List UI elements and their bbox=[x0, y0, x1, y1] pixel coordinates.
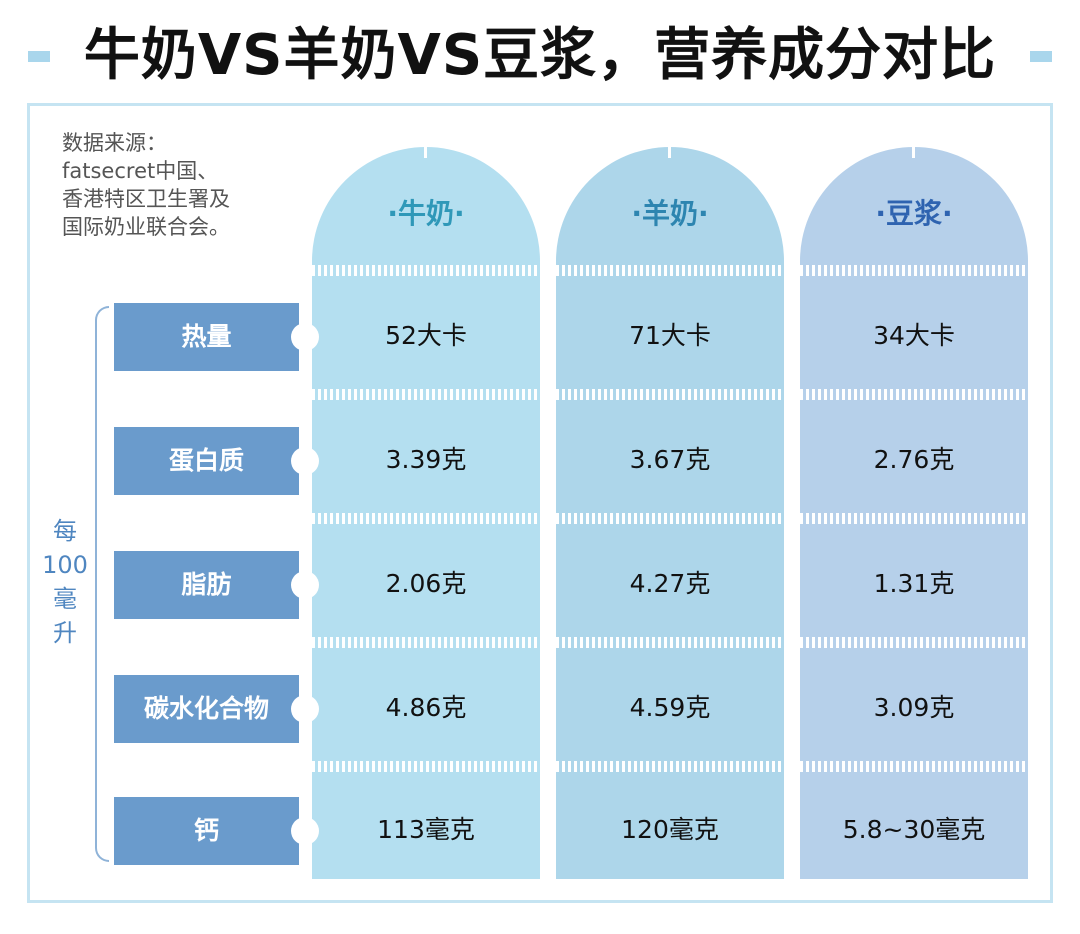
unit-label-part: 每 bbox=[53, 517, 77, 545]
row-divider bbox=[312, 513, 540, 524]
column-soy-milk: ·豆浆· 34大卡 2.76克 1.31克 3.09克 5.8~30毫克 bbox=[800, 147, 1028, 879]
row-divider bbox=[556, 389, 784, 400]
cell-soy-protein: 2.76克 bbox=[873, 445, 955, 474]
cell-goat-calories: 71大卡 bbox=[629, 321, 711, 350]
row-divider bbox=[312, 389, 540, 400]
cell-soy-fat: 1.31克 bbox=[873, 569, 955, 598]
cell-milk-calories: 52大卡 bbox=[385, 321, 467, 350]
row-divider bbox=[556, 513, 784, 524]
cell-goat-protein: 3.67克 bbox=[629, 445, 711, 474]
title-right-dash bbox=[1030, 51, 1052, 62]
cell-milk-calcium: 113毫克 bbox=[377, 815, 475, 844]
cell-soy-carbs: 3.09克 bbox=[873, 693, 955, 722]
row-divider bbox=[800, 637, 1028, 648]
unit-label-part: 100 bbox=[42, 551, 88, 579]
column-header-soy-milk: ·豆浆· bbox=[875, 197, 953, 230]
column-tick bbox=[424, 147, 427, 158]
row-connector-dot bbox=[291, 817, 319, 845]
unit-bracket bbox=[95, 306, 109, 862]
cell-milk-carbs: 4.86克 bbox=[385, 693, 467, 722]
data-source-note: 数据来源： fatsecret中国、 香港特区卫生署及 国际奶业联合会。 bbox=[62, 129, 302, 241]
column-header-milk: ·牛奶· bbox=[387, 197, 465, 230]
column-header-goat-milk: ·羊奶· bbox=[631, 197, 709, 230]
row-divider bbox=[556, 265, 784, 276]
column-tick bbox=[668, 147, 671, 158]
row-divider bbox=[800, 265, 1028, 276]
source-line: fatsecret中国、 bbox=[62, 159, 219, 183]
page-title: 牛奶VS羊奶VS豆浆，营养成分对比 bbox=[83, 23, 997, 88]
row-divider bbox=[312, 265, 540, 276]
row-divider bbox=[800, 761, 1028, 772]
row-divider bbox=[312, 761, 540, 772]
title-left-dash bbox=[28, 51, 50, 62]
row-label-carbohydrates: 碳水化合物 bbox=[114, 675, 319, 743]
row-connector-dot bbox=[291, 323, 319, 351]
row-label-calcium: 钙 bbox=[114, 797, 319, 865]
row-label-text: 蛋白质 bbox=[168, 446, 244, 475]
row-label-text: 脂肪 bbox=[181, 570, 232, 599]
source-line: 香港特区卫生署及 bbox=[62, 187, 230, 211]
row-label-protein: 蛋白质 bbox=[114, 427, 319, 495]
row-connector-dot bbox=[291, 695, 319, 723]
column-goat-milk: ·羊奶· 71大卡 3.67克 4.27克 4.59克 120毫克 bbox=[556, 147, 784, 879]
cell-soy-calories: 34大卡 bbox=[873, 321, 955, 350]
unit-label-part: 升 bbox=[53, 619, 77, 647]
row-connector-dot bbox=[291, 447, 319, 475]
cell-goat-carbs: 4.59克 bbox=[629, 693, 711, 722]
cell-milk-fat: 2.06克 bbox=[385, 569, 467, 598]
row-label-text: 钙 bbox=[193, 816, 219, 845]
unit-label-part: 毫 bbox=[53, 585, 77, 613]
row-divider bbox=[556, 637, 784, 648]
unit-label: 每 100 毫 升 bbox=[40, 514, 90, 650]
row-label-text: 碳水化合物 bbox=[143, 694, 269, 723]
source-line: 国际奶业联合会。 bbox=[62, 215, 230, 239]
cell-soy-calcium: 5.8~30毫克 bbox=[842, 815, 986, 844]
row-label-fat: 脂肪 bbox=[114, 551, 319, 619]
source-line: 数据来源： bbox=[62, 131, 167, 155]
row-label-text: 热量 bbox=[181, 322, 232, 351]
cell-milk-protein: 3.39克 bbox=[385, 445, 467, 474]
cell-goat-fat: 4.27克 bbox=[629, 569, 711, 598]
row-divider bbox=[800, 389, 1028, 400]
column-milk: ·牛奶· 52大卡 3.39克 2.06克 4.86克 113毫克 bbox=[312, 147, 540, 879]
column-tick bbox=[912, 147, 915, 158]
row-divider bbox=[800, 513, 1028, 524]
row-divider bbox=[312, 637, 540, 648]
row-label-calories: 热量 bbox=[114, 303, 319, 371]
row-divider bbox=[556, 761, 784, 772]
cell-goat-calcium: 120毫克 bbox=[621, 815, 719, 844]
row-connector-dot bbox=[291, 571, 319, 599]
content-frame bbox=[27, 103, 1053, 903]
